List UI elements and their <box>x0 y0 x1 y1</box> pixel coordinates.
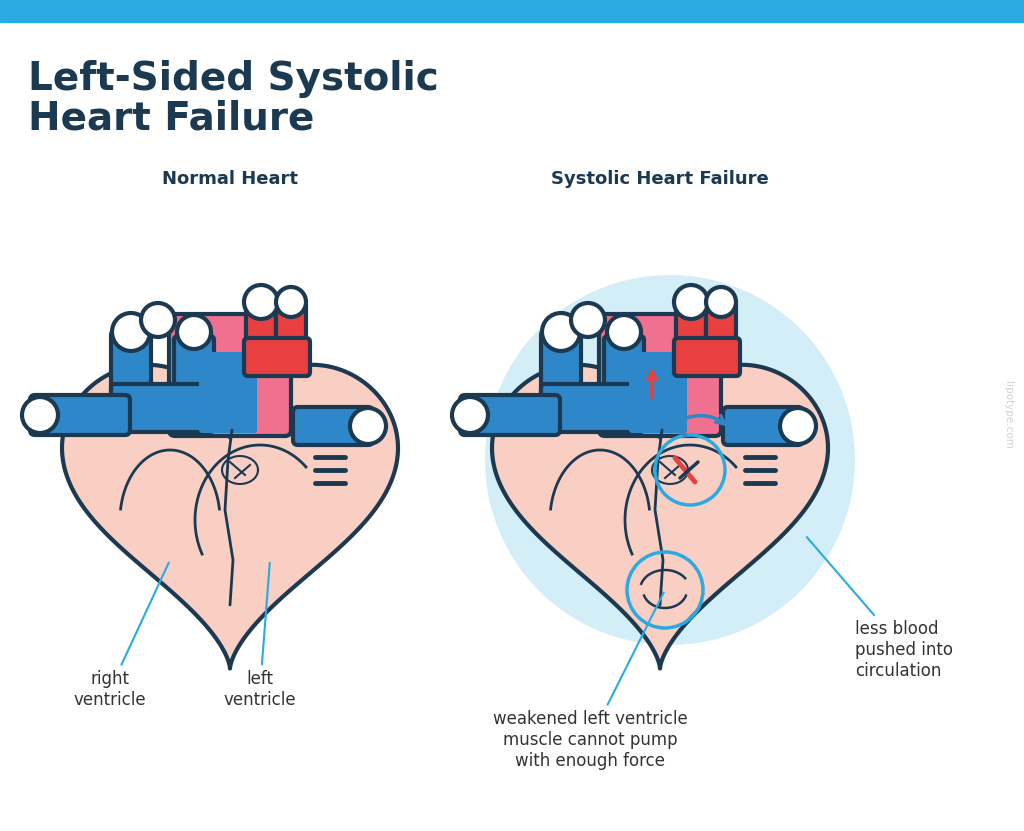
FancyBboxPatch shape <box>111 384 214 432</box>
FancyBboxPatch shape <box>174 336 214 429</box>
FancyBboxPatch shape <box>723 407 803 445</box>
Circle shape <box>177 315 211 349</box>
Text: right
ventricle: right ventricle <box>74 563 169 709</box>
Text: left
ventricle: left ventricle <box>223 563 296 709</box>
FancyBboxPatch shape <box>244 338 310 376</box>
FancyBboxPatch shape <box>541 331 581 429</box>
Polygon shape <box>62 365 398 668</box>
FancyBboxPatch shape <box>199 352 257 433</box>
Circle shape <box>244 285 278 319</box>
Circle shape <box>542 313 580 351</box>
Text: lipotype.com: lipotype.com <box>1002 381 1013 449</box>
Circle shape <box>112 313 150 351</box>
FancyBboxPatch shape <box>629 352 687 433</box>
FancyBboxPatch shape <box>293 407 373 445</box>
FancyBboxPatch shape <box>676 301 706 364</box>
FancyBboxPatch shape <box>604 336 644 429</box>
Circle shape <box>350 408 386 444</box>
Circle shape <box>706 287 736 317</box>
Polygon shape <box>492 365 828 668</box>
FancyBboxPatch shape <box>111 331 151 429</box>
FancyBboxPatch shape <box>246 301 276 364</box>
Text: weakened left ventricle
muscle cannot pump
with enough force: weakened left ventricle muscle cannot pu… <box>493 593 687 770</box>
FancyBboxPatch shape <box>541 384 644 432</box>
Circle shape <box>607 315 641 349</box>
FancyBboxPatch shape <box>30 395 130 435</box>
Bar <box>0 0 1024 22</box>
Circle shape <box>22 397 58 433</box>
Text: Heart Failure: Heart Failure <box>28 100 314 138</box>
Text: less blood
pushed into
circulation: less blood pushed into circulation <box>807 537 953 680</box>
Circle shape <box>485 275 855 645</box>
Circle shape <box>276 287 306 317</box>
FancyBboxPatch shape <box>460 395 560 435</box>
Circle shape <box>571 303 605 337</box>
Circle shape <box>780 408 816 444</box>
Text: Systolic Heart Failure: Systolic Heart Failure <box>551 170 769 188</box>
Circle shape <box>141 303 175 337</box>
Circle shape <box>674 285 708 319</box>
FancyBboxPatch shape <box>599 314 721 436</box>
Circle shape <box>452 397 488 433</box>
FancyBboxPatch shape <box>169 314 291 436</box>
Text: Normal Heart: Normal Heart <box>162 170 298 188</box>
FancyBboxPatch shape <box>706 301 736 374</box>
FancyBboxPatch shape <box>276 301 306 374</box>
Text: Left-Sided Systolic: Left-Sided Systolic <box>28 60 438 98</box>
FancyBboxPatch shape <box>674 338 740 376</box>
